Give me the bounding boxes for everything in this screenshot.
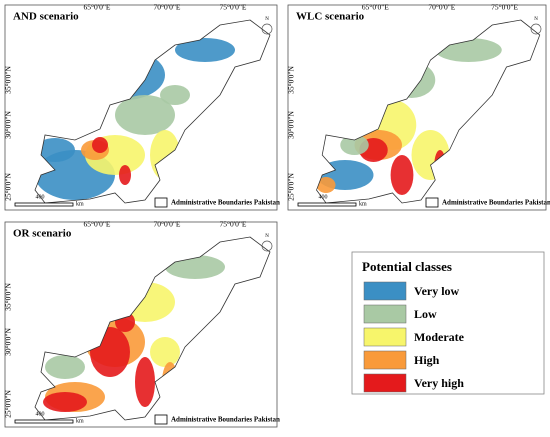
zone-patch	[135, 357, 155, 407]
legend-label: Low	[414, 307, 437, 321]
legend-label: Moderate	[414, 330, 465, 344]
boundary-label: Administrative Boundaries Pakistan	[171, 199, 280, 207]
legend-swatch	[363, 350, 407, 370]
country-outline	[316, 19, 541, 204]
country-map	[34, 19, 271, 204]
latitude-label: 35°0'0"N	[287, 66, 296, 94]
longitude-label: 65°0'0"E	[84, 3, 111, 12]
country-outline	[34, 19, 271, 204]
legend: Potential classes Very low Low Moderate High…	[351, 251, 545, 395]
legend-swatch	[363, 304, 407, 324]
longitude-label: 70°0'0"E	[154, 220, 181, 229]
zone-patch	[43, 392, 87, 412]
zone-patch	[45, 355, 85, 379]
north-label: N	[534, 17, 538, 22]
longitude-label: 75°0'0"E	[491, 3, 518, 12]
latitude-label: 30°0'0"N	[4, 111, 13, 139]
panel-title: WLC scenario	[296, 11, 365, 23]
legend-swatch	[363, 373, 407, 393]
zone-patch	[390, 155, 414, 195]
north-label: N	[265, 234, 269, 239]
panel-title: OR scenario	[13, 228, 72, 240]
latitude-label: 30°0'0"N	[287, 111, 296, 139]
zone-patch	[35, 138, 75, 162]
north-arrow	[530, 23, 542, 35]
longitude-label: 65°0'0"E	[362, 3, 389, 12]
zone-patch	[160, 85, 190, 105]
boundary-swatch	[154, 197, 168, 208]
latitude-label: 25°0'0"N	[287, 173, 296, 201]
longitude-label: 65°0'0"E	[84, 220, 111, 229]
longitude-label: 75°0'0"E	[220, 3, 247, 12]
scale-unit: km	[76, 418, 84, 424]
country-fill	[35, 237, 270, 420]
latitude-label: 25°0'0"N	[4, 173, 13, 201]
zone-patch	[115, 95, 175, 135]
north-label: N	[265, 17, 269, 22]
zone-patch	[340, 135, 369, 155]
zone-patch	[150, 337, 180, 367]
longitude-label: 70°0'0"E	[154, 3, 181, 12]
zone-patch	[92, 137, 108, 153]
scale-label: 400	[319, 194, 328, 200]
scale-unit: km	[359, 201, 367, 207]
scale-unit: km	[76, 201, 84, 207]
longitude-label: 75°0'0"E	[220, 220, 247, 229]
potential-zones	[35, 38, 235, 200]
latitude-label: 35°0'0"N	[4, 283, 13, 311]
scale-label: 400	[36, 194, 45, 200]
scale-bar	[14, 419, 74, 424]
scale-bar	[14, 202, 74, 207]
legend-label: Very high	[414, 376, 464, 390]
zone-patch	[316, 177, 336, 193]
legend-title: Potential classes	[362, 259, 452, 274]
legend-swatch	[363, 327, 407, 347]
map-panel: AND scenario 65°0'0"E 70°0'0"E 75°0'0"E 35°0…	[4, 3, 280, 211]
north-arrow	[261, 23, 273, 35]
legend-swatch	[363, 281, 407, 301]
latitude-label: 25°0'0"N	[4, 390, 13, 418]
panel-title: AND scenario	[13, 11, 79, 23]
scale-label: 400	[36, 411, 45, 417]
legend-label: Very low	[414, 284, 460, 298]
latitude-label: 35°0'0"N	[4, 66, 13, 94]
zone-patch	[119, 165, 131, 185]
longitude-label: 70°0'0"E	[428, 3, 455, 12]
boundary-label: Administrative Boundaries Pakistan	[171, 416, 280, 424]
latitude-label: 30°0'0"N	[4, 328, 13, 356]
legend-label: High	[414, 353, 440, 367]
map-panel: OR scenario 65°0'0"E 70°0'0"E 75°0'0"E 35°0'…	[4, 220, 280, 428]
zone-patch	[175, 38, 235, 62]
boundary-swatch	[425, 197, 439, 208]
north-arrow	[261, 240, 273, 252]
country-outline	[34, 236, 271, 421]
boundary-swatch	[154, 414, 168, 425]
boundary-label: Administrative Boundaries Pakistan	[442, 199, 550, 207]
scale-bar	[297, 202, 357, 207]
